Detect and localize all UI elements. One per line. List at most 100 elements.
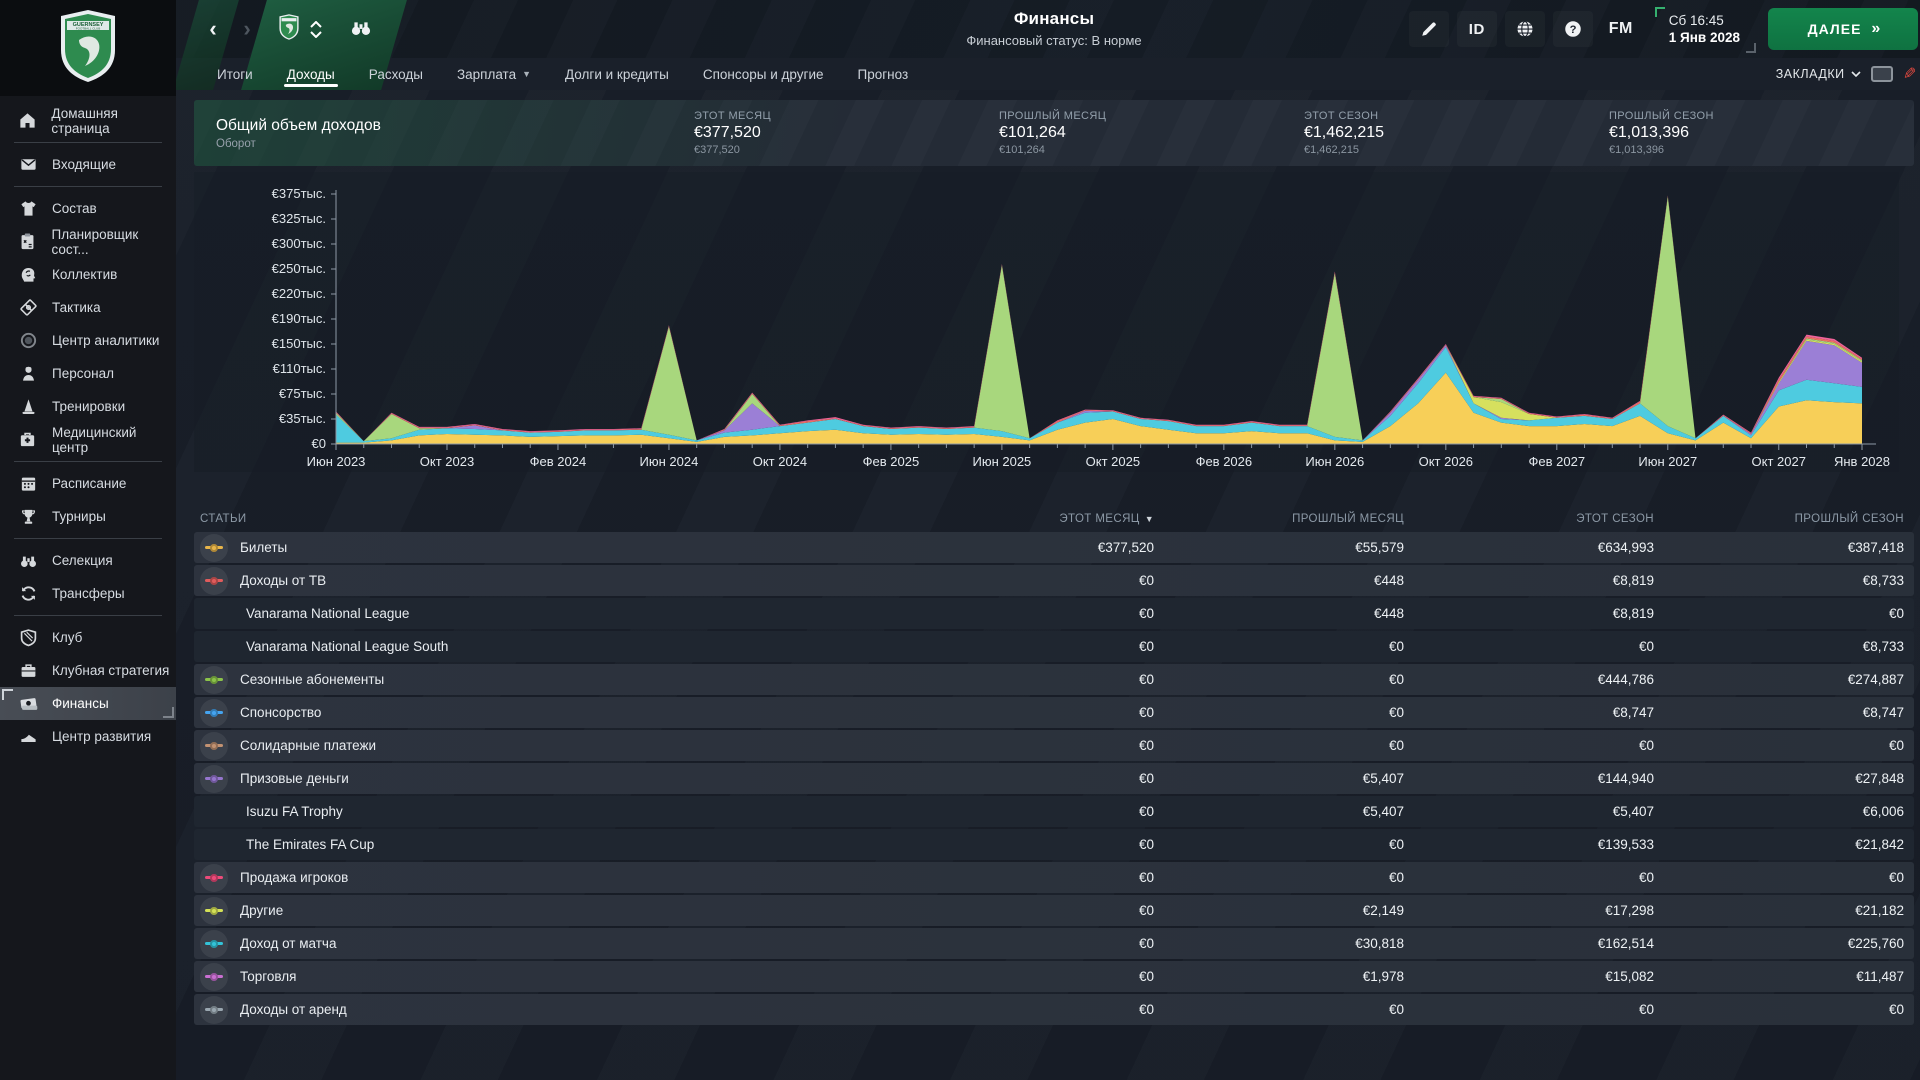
value-cell: €448: [1373, 573, 1404, 588]
tab-4[interactable]: Долги и кредиты: [548, 58, 686, 90]
summary-col-subvalue: €377,520: [694, 144, 740, 156]
summary-col-label: ЭТОТ МЕСЯЦ: [694, 110, 771, 122]
tab-6[interactable]: Прогноз: [841, 58, 926, 90]
table-column-header-4[interactable]: ПРОШЛЫЙ СЕЗОН: [1794, 513, 1904, 525]
help-question-icon[interactable]: ?: [1553, 11, 1593, 47]
value-cell: €274,887: [1847, 672, 1904, 687]
forward-button[interactable]: ›: [243, 16, 251, 41]
summary-col-value: €1,462,215: [1304, 124, 1385, 141]
tab-label: Итоги: [217, 66, 253, 82]
sidebar-item-2[interactable]: Состав: [0, 192, 176, 225]
sidebar-item-9[interactable]: Медицинский центр: [0, 423, 176, 456]
mind-icon: [18, 265, 38, 285]
table-row-13[interactable]: Торговля €0 €1,978 €15,082 €11,487: [194, 961, 1914, 992]
edit-pencil-icon[interactable]: [1409, 11, 1449, 47]
screen-layout-icon[interactable]: [1870, 66, 1893, 82]
value-cell: €0: [1388, 672, 1404, 687]
table-row-7[interactable]: Призовые деньги €0 €5,407 €144,940 €27,848: [194, 763, 1914, 794]
value-cell: €0: [1638, 639, 1654, 654]
value-cell: €0: [1638, 1002, 1654, 1017]
sidebar-item-0[interactable]: Домашняя страница: [0, 104, 176, 137]
world-globe-icon[interactable]: [1505, 11, 1545, 47]
category-cell: Сезонные абонементы: [200, 665, 909, 694]
table-row-1[interactable]: Доходы от ТВ €0 €448 €8,819 €8,733: [194, 565, 1914, 596]
value-cell: €448: [1373, 606, 1404, 621]
sidebar-divider: [14, 461, 162, 462]
x-tick-label: Окт 2027: [1752, 454, 1806, 469]
value-cell: €5,407: [1362, 804, 1404, 819]
table-row-6[interactable]: Солидарные платежи €0 €0 €0 €0: [194, 730, 1914, 761]
value-cell: €30,818: [1355, 936, 1404, 951]
category-label: Продажа игроков: [240, 870, 349, 885]
continue-button[interactable]: ДАЛЕЕ »: [1768, 8, 1918, 50]
table-row-8[interactable]: Isuzu FA Trophy €0 €5,407 €5,407 €6,006: [194, 796, 1914, 827]
category-cell: Призовые деньги: [200, 764, 909, 793]
sidebar-item-3[interactable]: Планировщик сост...: [0, 225, 176, 258]
manager-id-button[interactable]: ID: [1457, 11, 1497, 47]
sidebar-item-1[interactable]: Входящие: [0, 148, 176, 181]
summary-col-value: €1,013,396: [1609, 124, 1690, 141]
club-quick-switcher[interactable]: [278, 13, 322, 46]
x-tick-label: Фев 2024: [530, 454, 587, 469]
tab-3[interactable]: Зарплата ▼: [440, 58, 548, 90]
table-column-header-2[interactable]: ПРОШЛЫЙ МЕСЯЦ: [1292, 513, 1404, 525]
category-cell: Доходы от аренд: [200, 995, 909, 1024]
sidebar-item-12[interactable]: Селекция: [0, 544, 176, 577]
table-column-header-1[interactable]: ЭТОТ МЕСЯЦ ▼: [1059, 513, 1154, 525]
summary-col-value: €101,264: [999, 124, 1066, 141]
category-series-icon: [200, 731, 228, 760]
table-row-5[interactable]: Спонсорство €0 €0 €8,747 €8,747: [194, 697, 1914, 728]
value-cell: €0: [1138, 771, 1154, 786]
sidebar-item-8[interactable]: Тренировки: [0, 390, 176, 423]
sidebar-item-11[interactable]: Турниры: [0, 500, 176, 533]
sidebar-item-6[interactable]: Центр аналитики: [0, 324, 176, 357]
sidebar-item-17[interactable]: Центр развития: [0, 720, 176, 753]
table-row-12[interactable]: Доход от матча €0 €30,818 €162,514 €225,760: [194, 928, 1914, 959]
table-row-3[interactable]: Vanarama National League South €0 €0 €0 €8,7…: [194, 631, 1914, 662]
table-row-11[interactable]: Другие €0 €2,149 €17,298 €21,182: [194, 895, 1914, 926]
value-cell: €377,520: [1097, 540, 1154, 555]
fm-logo[interactable]: FM: [1608, 20, 1633, 37]
category-series-icon: [200, 533, 228, 562]
table-row-4[interactable]: Сезонные абонементы €0 €0 €444,786 €274,887: [194, 664, 1914, 695]
table-row-14[interactable]: Доходы от аренд €0 €0 €0 €0: [194, 994, 1914, 1025]
bookmarks-dropdown[interactable]: ЗАКЛАДКИ: [1776, 67, 1861, 81]
table-row-2[interactable]: Vanarama National League €0 €448 €8,819 €0: [194, 598, 1914, 629]
table-row-10[interactable]: Продажа игроков €0 €0 €0 €0: [194, 862, 1914, 893]
table-column-header-3[interactable]: ЭТОТ СЕЗОН: [1576, 513, 1654, 525]
x-tick-label: Окт 2026: [1419, 454, 1473, 469]
tab-1[interactable]: Доходы: [270, 58, 352, 90]
sidebar-item-16[interactable]: Финансы: [0, 687, 176, 720]
summary-col-3: ПРОШЛЫЙ СЕЗОН €1,013,396 €1,013,396: [1609, 110, 1914, 156]
sidebar-item-4[interactable]: Коллектив: [0, 258, 176, 291]
x-tick-label: Янв 2028: [1834, 454, 1890, 469]
tab-0[interactable]: Итоги: [200, 58, 270, 90]
back-button[interactable]: ‹: [209, 16, 217, 41]
value-cell: €0: [1888, 738, 1904, 753]
sidebar-item-7[interactable]: Персонал: [0, 357, 176, 390]
table-column-header-0[interactable]: СТАТЬИ: [200, 513, 247, 525]
x-tick-label: Фев 2025: [863, 454, 920, 469]
sidebar-item-15[interactable]: Клубная стратегия: [0, 654, 176, 687]
value-cell: €162,514: [1597, 936, 1654, 951]
sidebar-item-13[interactable]: Трансферы: [0, 577, 176, 610]
y-tick-label: €150тыс.: [272, 336, 326, 351]
y-tick-label: €325тыс.: [272, 211, 326, 226]
tactics-icon: [18, 298, 38, 318]
table-row-0[interactable]: Билеты €377,520 €55,579 €634,993 €387,418: [194, 532, 1914, 563]
chart-area-series-1: [336, 347, 1862, 443]
value-cell: €0: [1138, 672, 1154, 687]
y-tick-label: €250тыс.: [272, 261, 326, 276]
chart-area-series-0: [336, 372, 1862, 444]
value-cell: €225,760: [1847, 936, 1904, 951]
sidebar-item-5[interactable]: Тактика: [0, 291, 176, 324]
tab-2[interactable]: Расходы: [352, 58, 440, 90]
sidebar-item-14[interactable]: Клуб: [0, 621, 176, 654]
table-row-9[interactable]: The Emirates FA Cup €0 €0 €139,533 €21,842: [194, 829, 1914, 860]
tab-5[interactable]: Спонсоры и другие: [686, 58, 841, 90]
club-switch-chevrons-icon[interactable]: [310, 20, 322, 38]
game-clock: Сб 16:45 1 Янв 2028: [1654, 7, 1756, 53]
edit-view-pencil-icon[interactable]: ✎: [1902, 66, 1916, 83]
sidebar-item-10[interactable]: Расписание: [0, 467, 176, 500]
search-binoculars-icon[interactable]: [348, 16, 374, 43]
